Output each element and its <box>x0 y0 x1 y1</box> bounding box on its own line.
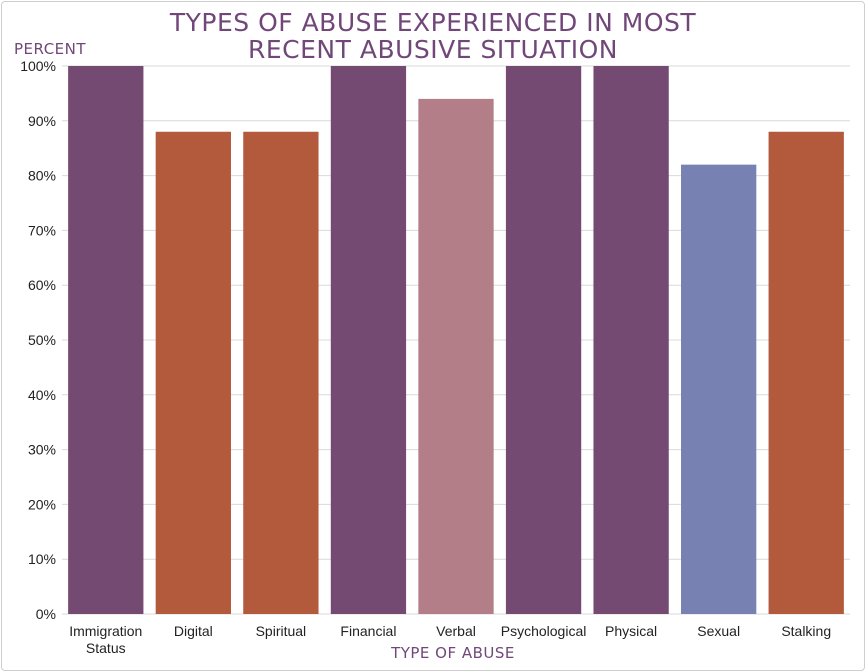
y-tick-label: 90% <box>28 113 56 129</box>
x-tick-label: Sexual <box>697 623 740 639</box>
y-tick-label: 70% <box>28 222 56 238</box>
y-tick-label: 60% <box>28 277 56 293</box>
x-tick-label: Verbal <box>436 623 476 639</box>
x-axis-label: TYPE OF ABUSE <box>391 644 515 662</box>
y-tick-label: 30% <box>28 442 56 458</box>
x-tick-label: Stalking <box>781 623 831 639</box>
x-tick-label: Spiritual <box>256 623 307 639</box>
x-tick-label: Financial <box>340 623 396 639</box>
bar <box>68 66 144 614</box>
y-tick-label: 80% <box>28 168 56 184</box>
bar <box>505 66 582 614</box>
x-tick-label: Psychological <box>501 623 587 639</box>
x-tick-label: Physical <box>605 623 657 639</box>
y-tick-label: 0% <box>36 606 56 622</box>
y-tick-label: 100% <box>20 58 56 74</box>
bar <box>593 66 669 614</box>
bar <box>243 131 319 614</box>
y-tick-label: 50% <box>28 332 56 348</box>
y-axis-label: PERCENT <box>14 40 87 58</box>
y-tick-label: 20% <box>28 496 56 512</box>
chart-title: TYPES OF ABUSE EXPERIENCED IN MOST RECEN… <box>169 8 697 64</box>
bar <box>330 66 407 614</box>
y-tick-label: 10% <box>28 551 56 567</box>
bar <box>681 164 757 614</box>
bar <box>418 98 494 614</box>
bar <box>155 131 231 614</box>
x-tick-label: Immigration Status <box>69 623 142 656</box>
x-tick-label: Digital <box>174 623 213 639</box>
bar <box>768 131 844 614</box>
y-tick-label: 40% <box>28 387 56 403</box>
